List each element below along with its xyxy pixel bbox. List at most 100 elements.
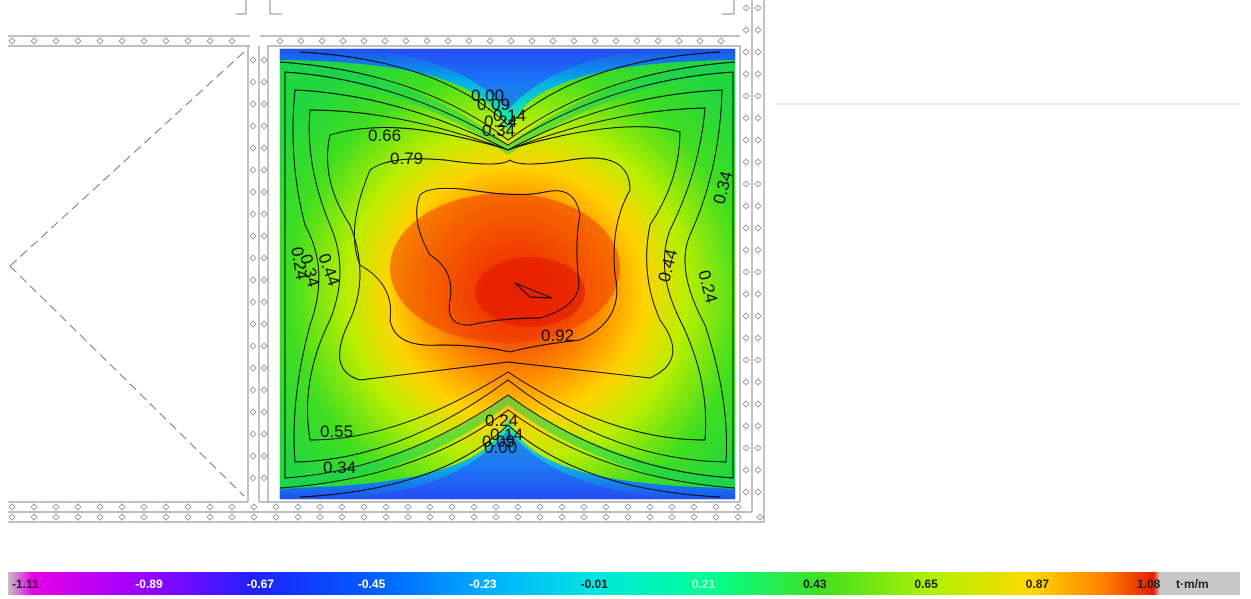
node-marker [260, 188, 268, 196]
contour-label: 0.09 [477, 95, 510, 114]
node-marker [338, 503, 346, 511]
node-marker [162, 503, 170, 511]
node-marker [470, 513, 478, 521]
node-marker [52, 503, 60, 511]
node-marker [402, 37, 410, 45]
node-marker [260, 122, 268, 130]
legend-tick-label: -0.67 [247, 577, 275, 591]
node-marker [570, 37, 578, 45]
node-marker [624, 503, 632, 511]
node-marker [249, 474, 257, 482]
node-marker [260, 364, 268, 372]
node-marker [52, 37, 60, 45]
node-marker [712, 513, 720, 521]
contour-label: 0.92 [541, 326, 574, 345]
node-marker [742, 48, 750, 56]
node-marker [470, 503, 478, 511]
node-marker [492, 513, 500, 521]
node-marker [742, 378, 750, 386]
node-marker [184, 503, 192, 511]
node-marker [536, 513, 544, 521]
node-marker [754, 356, 762, 364]
node-marker [260, 298, 268, 306]
node-marker [465, 37, 473, 45]
node-marker [742, 400, 750, 408]
legend-tick-label: -0.45 [358, 577, 386, 591]
node-marker [8, 503, 16, 511]
node-marker [30, 503, 38, 511]
node-marker [260, 100, 268, 108]
node-marker [690, 503, 698, 511]
node-marker [260, 408, 268, 416]
node-marker [624, 513, 632, 521]
contour-034 [284, 71, 734, 479]
node-marker [754, 466, 762, 474]
node-marker [381, 37, 389, 45]
node-marker [249, 122, 257, 130]
node-marker [558, 513, 566, 521]
node-marker [507, 37, 515, 45]
node-marker [754, 180, 762, 188]
node-marker [558, 503, 566, 511]
node-marker [404, 503, 412, 511]
contour-044 [292, 89, 727, 463]
node-marker [690, 513, 698, 521]
node-marker [742, 224, 750, 232]
node-marker [404, 513, 412, 521]
node-marker [360, 513, 368, 521]
node-marker [536, 503, 544, 511]
legend-tick-label: 0.87 [1026, 577, 1050, 591]
legend-tick-label: -0.01 [581, 577, 609, 591]
node-marker [580, 513, 588, 521]
node-marker [423, 37, 431, 45]
contour-label: 0.00 [484, 438, 517, 457]
node-marker [549, 37, 557, 45]
contour-label: 0.24 [485, 411, 518, 430]
node-marker [249, 364, 257, 372]
node-marker [756, 513, 764, 521]
node-marker [646, 513, 654, 521]
node-marker [249, 100, 257, 108]
node-marker [250, 513, 258, 521]
node-marker [754, 70, 762, 78]
node-marker [118, 503, 126, 511]
contour-label: 0.79 [390, 149, 423, 168]
node-marker [742, 4, 750, 12]
node-marker [260, 166, 268, 174]
node-marker [492, 503, 500, 511]
node-marker [228, 37, 236, 45]
node-marker [228, 513, 236, 521]
node-marker [260, 320, 268, 328]
node-marker [742, 444, 750, 452]
node-marker [742, 70, 750, 78]
node-marker [249, 254, 257, 262]
node-marker [30, 37, 38, 45]
node-marker [260, 144, 268, 152]
node-marker [514, 503, 522, 511]
node-marker [30, 513, 38, 521]
node-marker [742, 26, 750, 34]
node-marker [294, 513, 302, 521]
legend-tick-label: -0.89 [135, 577, 163, 591]
node-marker [272, 503, 280, 511]
contour-label: 0.14 [490, 425, 523, 444]
contour-055 [307, 107, 707, 441]
legend-gradient-bar [8, 572, 1240, 595]
node-marker [260, 452, 268, 460]
node-marker [528, 37, 536, 45]
contour-label: 0.09 [482, 432, 515, 451]
node-marker [74, 513, 82, 521]
node-marker [486, 37, 494, 45]
legend-tick-label: 0.21 [692, 577, 716, 591]
contour-014b [299, 424, 721, 498]
node-marker [118, 513, 126, 521]
contour-label: 0.55 [320, 422, 353, 441]
node-marker [754, 268, 762, 276]
node-marker [717, 37, 725, 45]
node-marker [668, 503, 676, 511]
node-marker [162, 37, 170, 45]
node-marker [654, 37, 662, 45]
node-marker [754, 136, 762, 144]
node-marker [52, 513, 60, 521]
